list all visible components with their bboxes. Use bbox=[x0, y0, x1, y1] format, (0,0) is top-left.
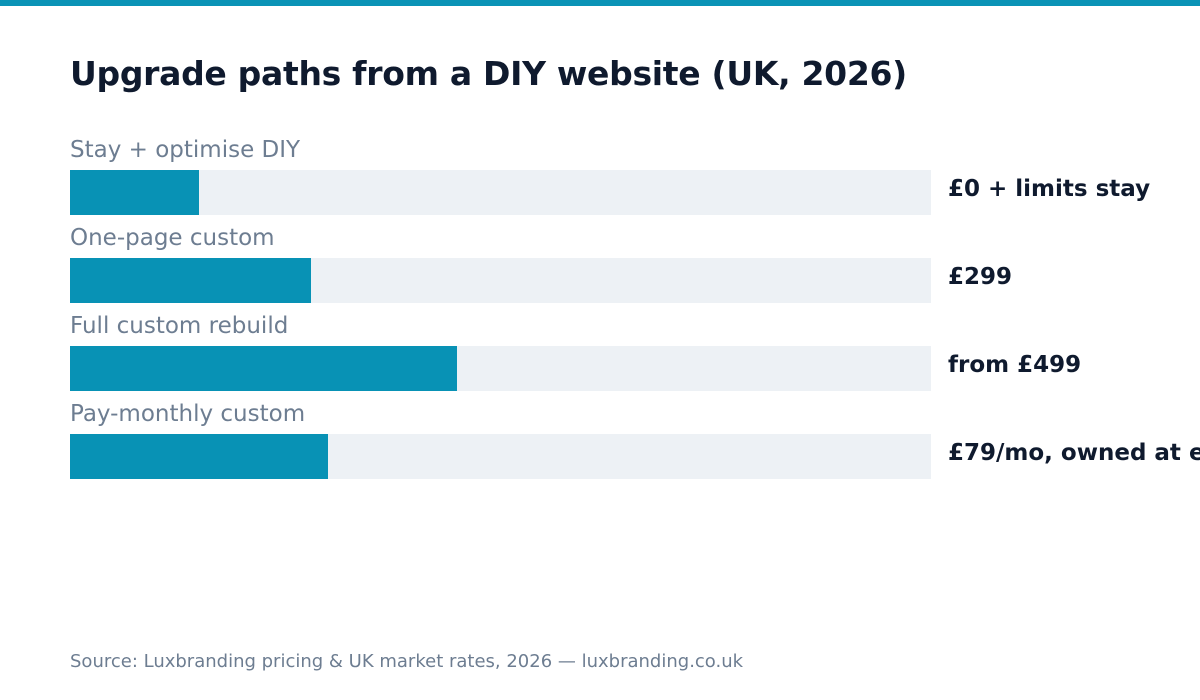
bar-track bbox=[70, 346, 931, 391]
top-accent-bar bbox=[0, 0, 1200, 6]
bar-value-label: £79/mo, owned at end bbox=[948, 440, 1200, 466]
bar-track bbox=[70, 170, 931, 215]
bar-fill bbox=[70, 170, 199, 215]
bar-fill bbox=[70, 434, 328, 479]
bar-category-label: One-page custom bbox=[70, 225, 275, 251]
bar-track bbox=[70, 258, 931, 303]
bar-category-label: Stay + optimise DIY bbox=[70, 137, 301, 163]
bar-value-label: from £499 bbox=[948, 352, 1082, 378]
bar-value-label: £299 bbox=[948, 264, 1013, 290]
bar-value-label: £0 + limits stay bbox=[948, 176, 1151, 202]
bar-category-label: Pay-monthly custom bbox=[70, 401, 306, 427]
chart-title: Upgrade paths from a DIY website (UK, 20… bbox=[70, 54, 907, 93]
source-note: Source: Luxbranding pricing & UK market … bbox=[70, 651, 744, 672]
bar-fill bbox=[70, 258, 311, 303]
bar-track bbox=[70, 434, 931, 479]
bar-fill bbox=[70, 346, 457, 391]
bar-category-label: Full custom rebuild bbox=[70, 313, 289, 339]
